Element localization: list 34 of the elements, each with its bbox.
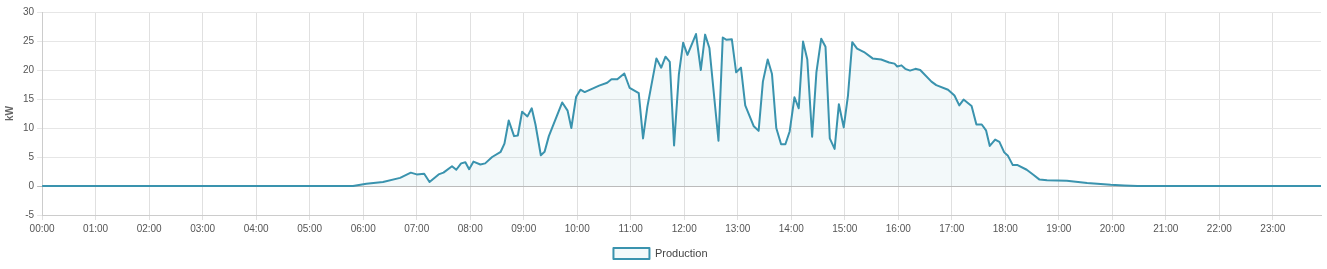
x-tick-label: 08:00	[457, 222, 484, 234]
legend-label: Production	[654, 246, 708, 259]
x-tick-label: 02:00	[136, 222, 163, 234]
x-tick-label: 11:00	[618, 222, 644, 234]
x-tick-label: 19:00	[1046, 222, 1072, 234]
x-tick-label: 17:00	[939, 222, 965, 234]
y-tick-label: 30	[23, 5, 35, 17]
y-tick-label: 0	[28, 179, 35, 191]
y-tick-label: 10	[23, 121, 35, 133]
y-tick-label: 25	[23, 34, 35, 46]
y-tick-label: -5	[25, 208, 35, 220]
y-axis-title: kW	[3, 105, 15, 121]
x-tick-label: 03:00	[190, 222, 216, 234]
x-tick-label: 00:00	[29, 222, 56, 234]
x-tick-label: 12:00	[671, 222, 698, 234]
x-tick-label: 04:00	[243, 222, 270, 234]
x-tick-label: 14:00	[778, 222, 805, 234]
y-tick-label: 20	[23, 63, 35, 75]
x-tick-label: 01:00	[83, 222, 109, 234]
x-tick-label: 06:00	[350, 222, 377, 234]
x-tick-label: 05:00	[297, 222, 323, 234]
x-tick-label: 23:00	[1260, 222, 1286, 234]
x-tick-label: 15:00	[832, 222, 858, 234]
y-tick-label: 5	[28, 150, 35, 162]
x-tick-label: 10:00	[564, 222, 591, 234]
x-tick-label: 09:00	[511, 222, 537, 234]
y-tick-label: 15	[23, 92, 35, 104]
x-tick-label: 13:00	[725, 222, 751, 234]
x-tick-label: 16:00	[885, 222, 912, 234]
x-tick-label: 18:00	[992, 222, 1019, 234]
x-tick-label: 22:00	[1206, 222, 1233, 234]
x-tick-label: 20:00	[1099, 222, 1126, 234]
x-tick-label: 21:00	[1153, 222, 1179, 234]
x-tick-label: 07:00	[404, 222, 430, 234]
